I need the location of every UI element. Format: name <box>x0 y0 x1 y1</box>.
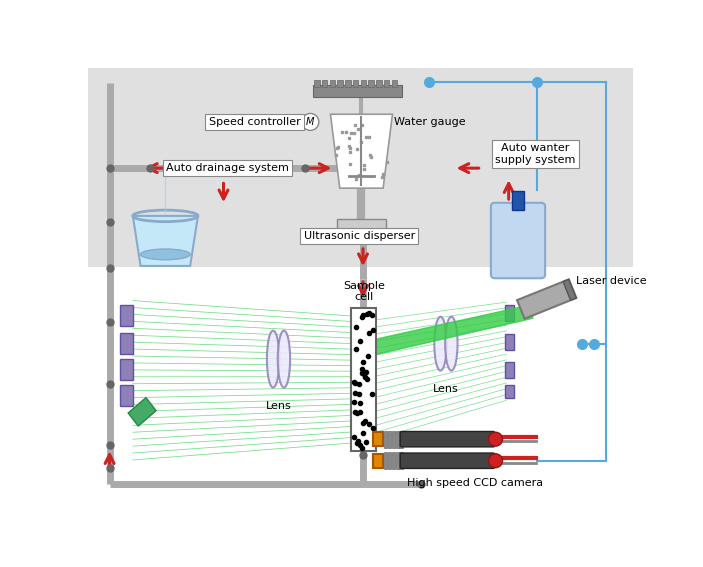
Bar <box>396 452 399 469</box>
Bar <box>505 305 514 320</box>
Polygon shape <box>517 280 576 319</box>
Ellipse shape <box>434 317 446 371</box>
Text: Ultrasonic disperser: Ultrasonic disperser <box>304 231 415 241</box>
Bar <box>345 79 351 87</box>
Bar <box>313 85 401 98</box>
Circle shape <box>489 454 503 468</box>
Bar <box>120 333 133 354</box>
Bar <box>361 79 366 87</box>
Bar <box>388 452 391 469</box>
Polygon shape <box>133 216 198 266</box>
Text: Auto wanter
supply system: Auto wanter supply system <box>495 143 575 165</box>
Bar <box>512 191 524 210</box>
Text: Laser device: Laser device <box>576 276 647 286</box>
Bar <box>505 362 514 378</box>
Bar <box>337 79 343 87</box>
Text: Lens: Lens <box>266 401 292 411</box>
Bar <box>88 266 633 505</box>
Bar <box>120 305 133 326</box>
Bar <box>392 431 395 448</box>
Bar <box>373 454 383 468</box>
Bar <box>376 79 382 87</box>
Bar <box>505 335 514 350</box>
Circle shape <box>489 432 503 446</box>
Bar <box>392 79 397 87</box>
Ellipse shape <box>267 331 279 388</box>
Bar <box>330 79 335 87</box>
Bar <box>353 79 359 87</box>
Bar <box>399 452 403 469</box>
Bar <box>384 431 387 448</box>
FancyBboxPatch shape <box>400 453 495 468</box>
Bar <box>373 432 383 446</box>
Bar <box>120 386 133 406</box>
Polygon shape <box>330 114 392 188</box>
Bar <box>396 431 399 448</box>
Bar <box>337 219 386 229</box>
Text: Sample
cell: Sample cell <box>343 281 385 302</box>
Text: Auto drainage system: Auto drainage system <box>166 163 289 173</box>
Bar <box>388 431 391 448</box>
FancyBboxPatch shape <box>491 203 545 278</box>
Ellipse shape <box>278 331 290 388</box>
Ellipse shape <box>445 317 458 371</box>
Ellipse shape <box>141 249 191 260</box>
Bar <box>314 79 320 87</box>
Circle shape <box>302 113 319 130</box>
Bar <box>384 452 387 469</box>
Bar <box>392 452 395 469</box>
Polygon shape <box>376 304 533 354</box>
Bar <box>384 79 389 87</box>
Bar <box>88 68 633 266</box>
Bar <box>120 359 133 380</box>
Bar <box>505 386 514 399</box>
Bar <box>399 431 403 448</box>
Bar <box>322 79 328 87</box>
Polygon shape <box>128 397 156 426</box>
Text: Water gauge: Water gauge <box>394 117 465 127</box>
Bar <box>352 308 376 451</box>
Polygon shape <box>563 280 576 301</box>
Text: M: M <box>306 117 314 127</box>
Text: Lens: Lens <box>433 384 459 393</box>
Text: High speed CCD camera: High speed CCD camera <box>407 479 543 488</box>
Bar <box>368 79 374 87</box>
Text: Speed controller: Speed controller <box>209 117 300 127</box>
FancyBboxPatch shape <box>400 431 495 447</box>
